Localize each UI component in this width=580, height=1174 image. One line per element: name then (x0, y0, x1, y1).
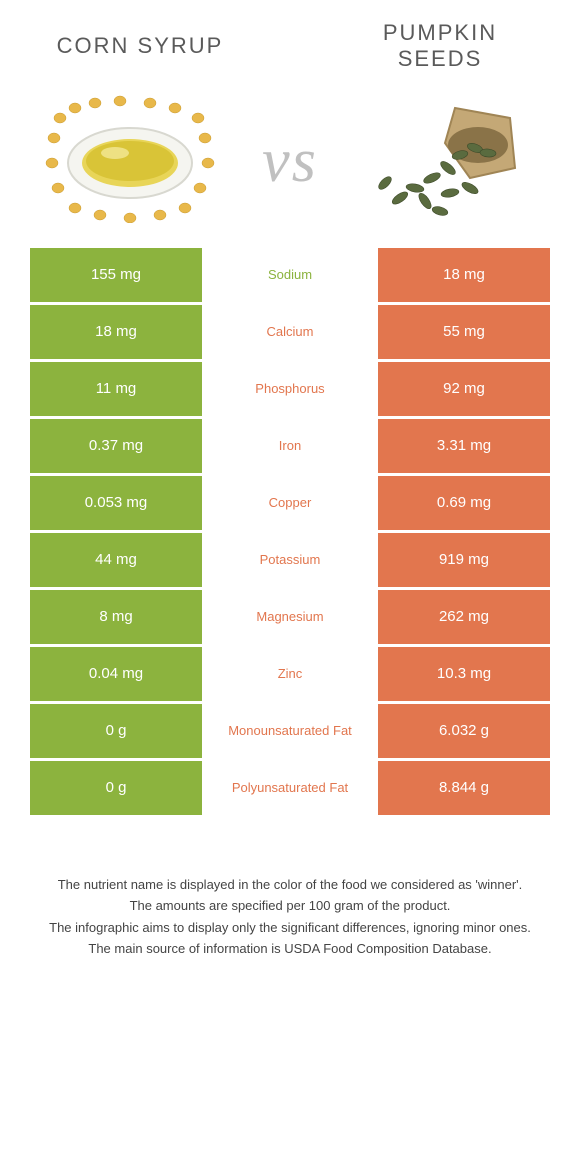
left-value: 0 g (30, 704, 202, 758)
left-value: 0.053 mg (30, 476, 202, 530)
vs-label: vs (262, 126, 318, 197)
left-value: 11 mg (30, 362, 202, 416)
right-value: 92 mg (378, 362, 550, 416)
left-value: 8 mg (30, 590, 202, 644)
left-value: 0.37 mg (30, 419, 202, 473)
right-value: 10.3 mg (378, 647, 550, 701)
nutrient-table: 155 mgSodium18 mg18 mgCalcium55 mg11 mgP… (30, 248, 550, 815)
nutrient-label: Phosphorus (202, 362, 378, 416)
left-value: 44 mg (30, 533, 202, 587)
left-value: 0.04 mg (30, 647, 202, 701)
left-value: 0 g (30, 761, 202, 815)
right-value: 8.844 g (378, 761, 550, 815)
table-row: 0 gPolyunsaturated fat8.844 g (30, 761, 550, 815)
right-value: 919 mg (378, 533, 550, 587)
left-value: 155 mg (30, 248, 202, 302)
table-row: 0.053 mgCopper0.69 mg (30, 476, 550, 530)
right-value: 18 mg (378, 248, 550, 302)
table-row: 44 mgPotassium919 mg (30, 533, 550, 587)
table-row: 8 mgMagnesium262 mg (30, 590, 550, 644)
title-left: Corn syrup (40, 33, 240, 59)
nutrient-label: Polyunsaturated fat (202, 761, 378, 815)
right-value: 55 mg (378, 305, 550, 359)
nutrient-label: Zinc (202, 647, 378, 701)
table-row: 0.04 mgZinc10.3 mg (30, 647, 550, 701)
footer-line: The infographic aims to display only the… (40, 918, 540, 938)
header: Corn syrup Pumpkin seeds (0, 0, 580, 83)
pumpkin-seeds-image (360, 93, 540, 223)
footer-line: The amounts are specified per 100 gram o… (40, 896, 540, 916)
images-row: vs (0, 83, 580, 248)
nutrient-label: Monounsaturated fat (202, 704, 378, 758)
table-row: 18 mgCalcium55 mg (30, 305, 550, 359)
table-row: 11 mgPhosphorus92 mg (30, 362, 550, 416)
nutrient-label: Magnesium (202, 590, 378, 644)
nutrient-label: Sodium (202, 248, 378, 302)
nutrient-label: Potassium (202, 533, 378, 587)
right-value: 6.032 g (378, 704, 550, 758)
nutrient-label: Calcium (202, 305, 378, 359)
footer: The nutrient name is displayed in the co… (0, 875, 580, 959)
footer-line: The nutrient name is displayed in the co… (40, 875, 540, 895)
table-row: 0 gMonounsaturated fat6.032 g (30, 704, 550, 758)
title-right: Pumpkin seeds (340, 20, 540, 73)
nutrient-label: Iron (202, 419, 378, 473)
right-value: 3.31 mg (378, 419, 550, 473)
table-row: 155 mgSodium18 mg (30, 248, 550, 302)
footer-line: The main source of information is USDA F… (40, 939, 540, 959)
table-row: 0.37 mgIron3.31 mg (30, 419, 550, 473)
left-value: 18 mg (30, 305, 202, 359)
right-value: 0.69 mg (378, 476, 550, 530)
corn-syrup-image (40, 93, 220, 223)
right-value: 262 mg (378, 590, 550, 644)
nutrient-label: Copper (202, 476, 378, 530)
